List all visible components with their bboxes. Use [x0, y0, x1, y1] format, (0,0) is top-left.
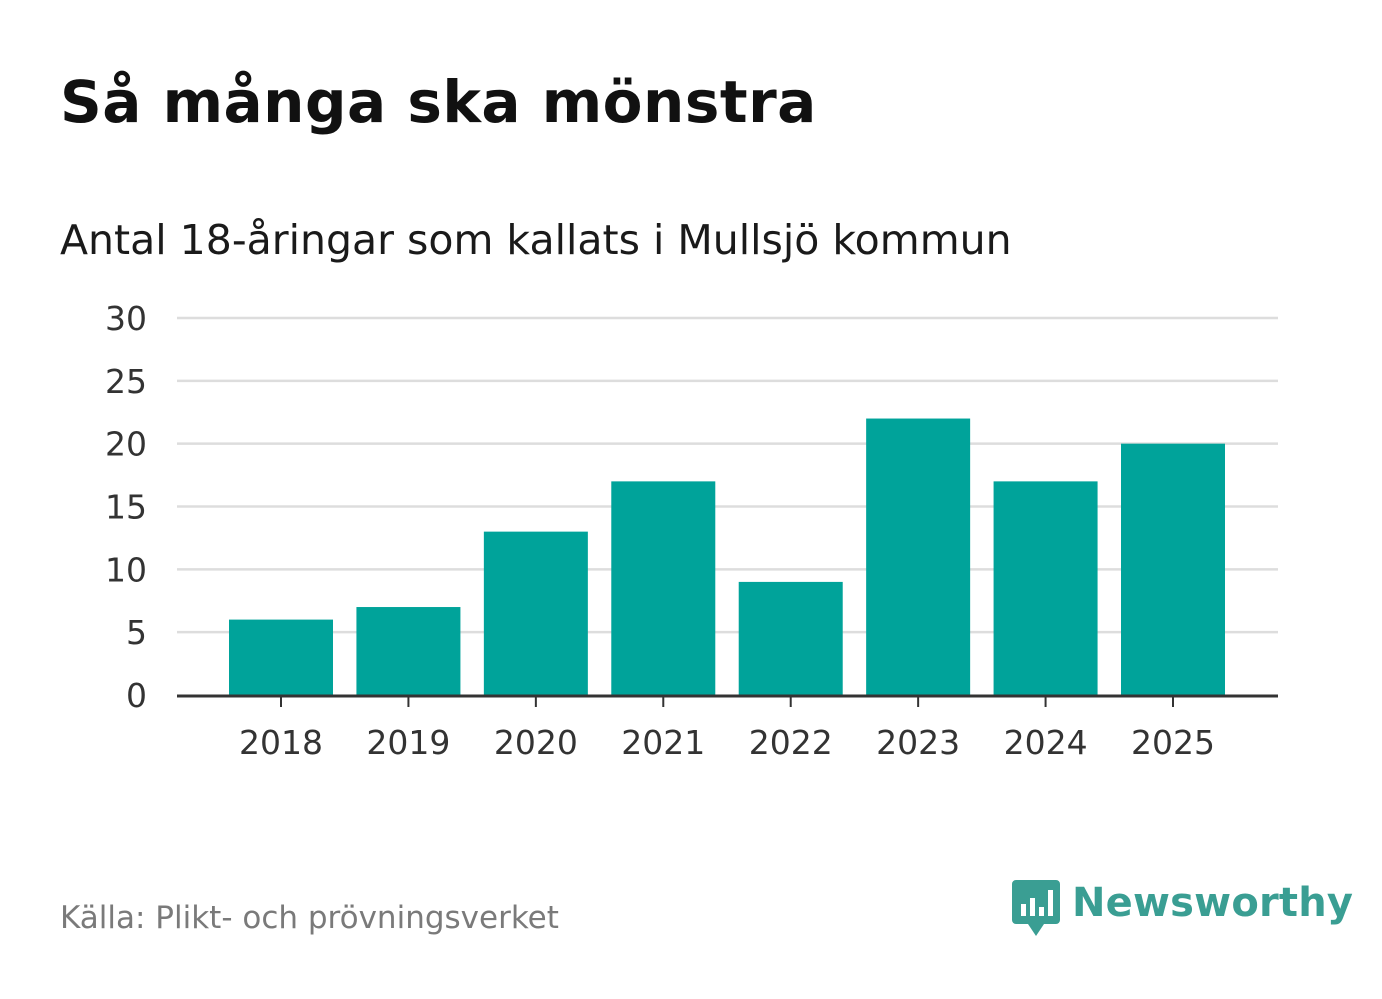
x-tick-label: 2021 [621, 723, 705, 762]
bar-2024 [993, 481, 1098, 695]
y-tick-label: 20 [105, 425, 147, 464]
source-note: Källa: Plikt- och prövningsverket [60, 900, 559, 936]
x-tick-label: 2022 [749, 723, 833, 762]
y-tick-label: 15 [105, 488, 147, 527]
bars [229, 418, 1225, 695]
chart-subtitle: Antal 18-åringar som kallats i Mullsjö k… [60, 216, 1012, 264]
y-axis-ticks: 0 5 10 15 20 25 30 [105, 299, 147, 715]
y-tick-label: 30 [105, 299, 147, 338]
y-tick-label: 25 [105, 362, 147, 401]
x-tick-label: 2019 [366, 723, 450, 762]
x-tick-label: 2024 [1004, 723, 1088, 762]
bar-2018 [229, 619, 333, 695]
y-tick-label: 0 [126, 676, 147, 715]
x-tick-label: 2025 [1131, 723, 1215, 762]
grid-lines [177, 316, 1278, 634]
bar-chart-speech-bubble-icon [1012, 880, 1060, 936]
x-tick-label: 2020 [494, 723, 578, 762]
x-tick-label: 2023 [876, 723, 960, 762]
x-tick-label: 2018 [239, 723, 323, 762]
chart-title: Så många ska mönstra [60, 68, 817, 136]
y-tick-label: 5 [126, 613, 147, 652]
bar-2019 [356, 607, 461, 695]
bar-2020 [483, 531, 588, 695]
x-axis [177, 694, 1278, 707]
bar-2021 [611, 481, 716, 695]
brand-name: Newsworthy [1072, 880, 1354, 926]
y-tick-label: 10 [105, 550, 147, 589]
newsworthy-logo: Newsworthy [1010, 878, 1353, 940]
bar-2022 [738, 581, 843, 695]
bar-2023 [866, 418, 971, 695]
x-axis-ticks: 2018 2019 2020 2021 2022 2023 2024 2025 [239, 723, 1215, 762]
bar-2025 [1121, 443, 1225, 695]
